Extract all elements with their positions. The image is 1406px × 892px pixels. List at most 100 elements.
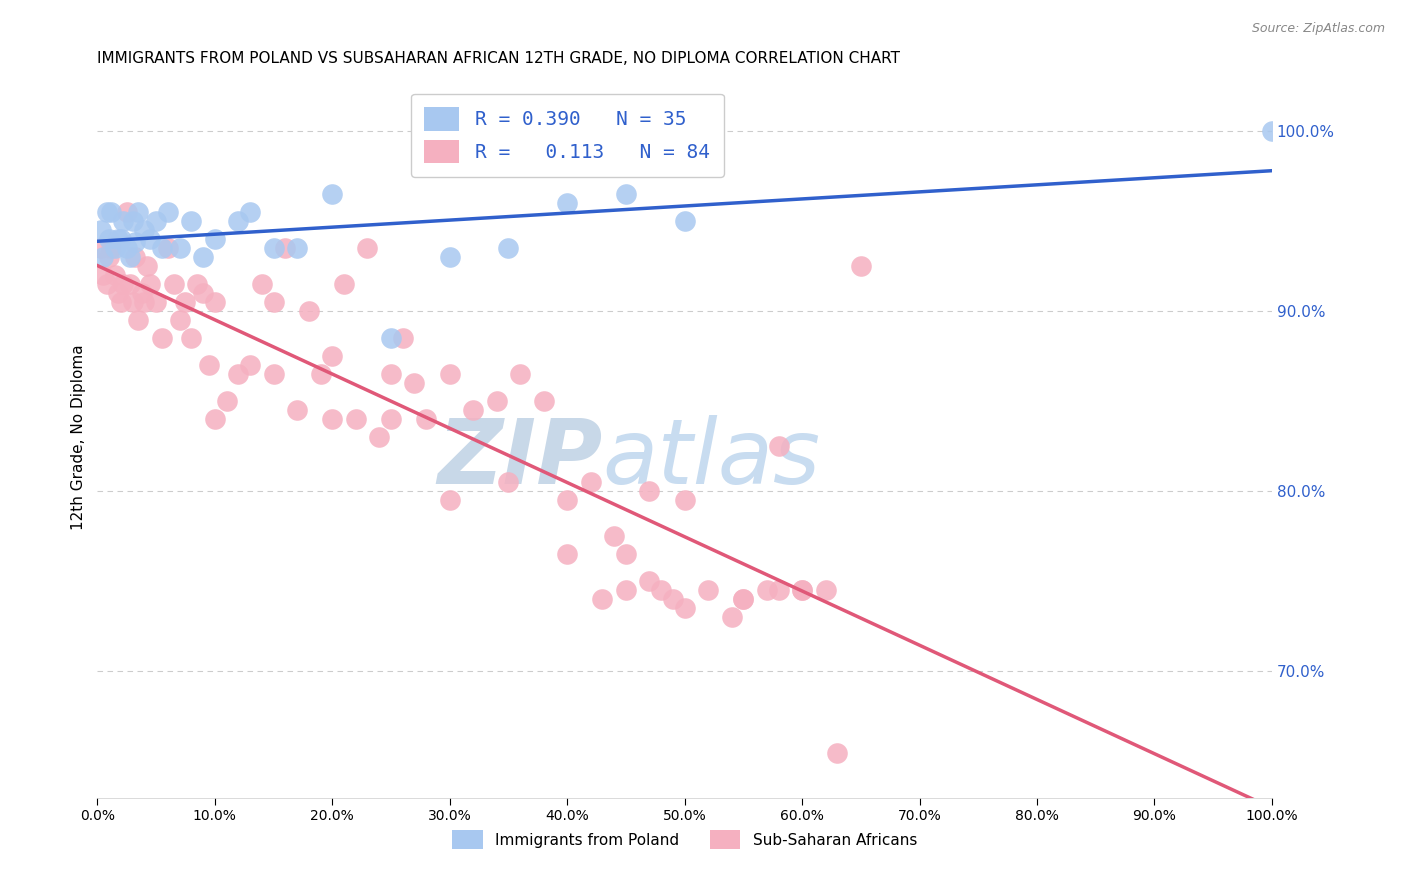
Point bbox=[733, 592, 755, 607]
Point bbox=[391, 331, 413, 345]
Point bbox=[662, 592, 685, 607]
Point bbox=[180, 331, 202, 345]
Point bbox=[638, 574, 661, 589]
Point bbox=[498, 475, 520, 490]
Point bbox=[755, 583, 778, 598]
Point bbox=[603, 529, 626, 543]
Point bbox=[156, 241, 179, 255]
Point bbox=[169, 313, 191, 327]
Point bbox=[91, 268, 114, 282]
Point bbox=[150, 241, 173, 255]
Point bbox=[174, 294, 197, 309]
Point bbox=[485, 394, 508, 409]
Point bbox=[614, 547, 637, 561]
Point bbox=[239, 358, 262, 372]
Point bbox=[145, 294, 167, 309]
Point bbox=[131, 285, 153, 300]
Point bbox=[555, 493, 578, 508]
Point bbox=[100, 241, 122, 255]
Point bbox=[139, 277, 162, 291]
Point bbox=[579, 475, 602, 490]
Point bbox=[285, 403, 308, 417]
Point bbox=[498, 241, 520, 255]
Point bbox=[321, 186, 343, 201]
Point bbox=[849, 259, 872, 273]
Point bbox=[380, 412, 402, 426]
Point bbox=[380, 367, 402, 381]
Point bbox=[439, 250, 461, 264]
Point bbox=[614, 583, 637, 598]
Point bbox=[463, 403, 485, 417]
Point bbox=[555, 547, 578, 561]
Point bbox=[107, 285, 129, 300]
Point bbox=[263, 294, 285, 309]
Point bbox=[120, 250, 142, 264]
Point bbox=[614, 186, 637, 201]
Point bbox=[112, 214, 135, 228]
Point bbox=[120, 277, 142, 291]
Point bbox=[163, 277, 186, 291]
Point bbox=[344, 412, 367, 426]
Point bbox=[150, 331, 173, 345]
Point bbox=[321, 349, 343, 363]
Point bbox=[96, 277, 118, 291]
Point bbox=[239, 204, 262, 219]
Point bbox=[533, 394, 555, 409]
Point bbox=[650, 583, 672, 598]
Point bbox=[204, 294, 226, 309]
Point bbox=[673, 214, 696, 228]
Point bbox=[673, 601, 696, 615]
Point bbox=[204, 232, 226, 246]
Point bbox=[96, 204, 118, 219]
Point bbox=[555, 195, 578, 210]
Point bbox=[191, 285, 214, 300]
Point bbox=[368, 430, 391, 444]
Point bbox=[112, 277, 135, 291]
Point bbox=[180, 214, 202, 228]
Point bbox=[110, 294, 132, 309]
Point bbox=[90, 223, 112, 237]
Point bbox=[768, 439, 790, 453]
Point bbox=[134, 294, 156, 309]
Point bbox=[127, 313, 149, 327]
Point bbox=[215, 394, 238, 409]
Point bbox=[274, 241, 297, 255]
Text: ZIP: ZIP bbox=[437, 415, 602, 503]
Point bbox=[250, 277, 273, 291]
Point bbox=[321, 412, 343, 426]
Point bbox=[697, 583, 720, 598]
Point bbox=[591, 592, 613, 607]
Point bbox=[98, 232, 121, 246]
Legend: R = 0.390   N = 35, R =   0.113   N = 84: R = 0.390 N = 35, R = 0.113 N = 84 bbox=[411, 94, 724, 177]
Point bbox=[226, 367, 249, 381]
Point bbox=[186, 277, 208, 291]
Point bbox=[285, 241, 308, 255]
Point bbox=[139, 232, 162, 246]
Point bbox=[439, 493, 461, 508]
Point bbox=[380, 331, 402, 345]
Point bbox=[404, 376, 426, 390]
Text: IMMIGRANTS FROM POLAND VS SUBSAHARAN AFRICAN 12TH GRADE, NO DIPLOMA CORRELATION : IMMIGRANTS FROM POLAND VS SUBSAHARAN AFR… bbox=[97, 51, 900, 66]
Point bbox=[733, 592, 755, 607]
Point bbox=[263, 241, 285, 255]
Point bbox=[115, 241, 138, 255]
Point bbox=[124, 250, 146, 264]
Point bbox=[90, 241, 112, 255]
Point bbox=[814, 583, 837, 598]
Point bbox=[156, 204, 179, 219]
Point bbox=[104, 241, 127, 255]
Point bbox=[121, 294, 143, 309]
Point bbox=[415, 412, 437, 426]
Point bbox=[91, 250, 114, 264]
Point bbox=[309, 367, 332, 381]
Point bbox=[356, 241, 378, 255]
Y-axis label: 12th Grade, No Diploma: 12th Grade, No Diploma bbox=[72, 344, 86, 530]
Point bbox=[134, 223, 156, 237]
Point bbox=[790, 583, 813, 598]
Point bbox=[135, 259, 157, 273]
Point bbox=[333, 277, 356, 291]
Point bbox=[509, 367, 531, 381]
Point bbox=[1261, 123, 1284, 137]
Point bbox=[226, 214, 249, 228]
Point bbox=[145, 214, 167, 228]
